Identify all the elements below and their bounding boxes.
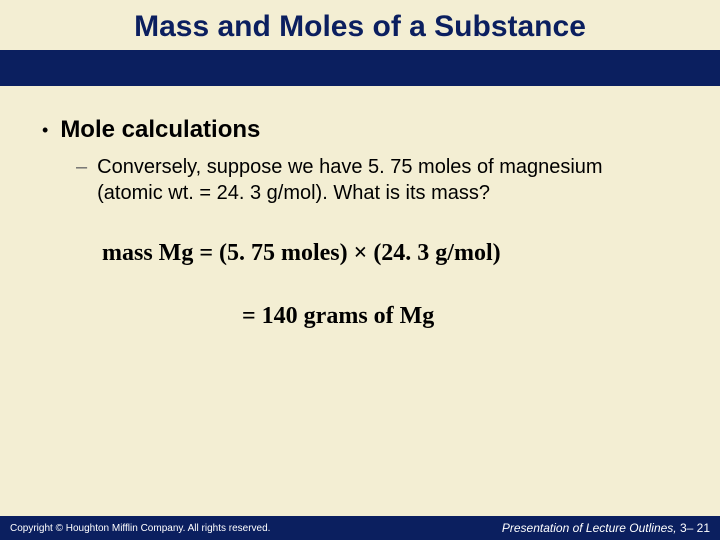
copyright-text: Copyright © Houghton Mifflin Company. Al…	[10, 523, 270, 534]
title-bar: Mass and Moles of a Substance	[0, 0, 720, 86]
footer-right: Presentation of Lecture Outlines, 3– 21	[502, 521, 710, 535]
bullet-l1-text: Mole calculations	[60, 116, 260, 144]
bullet-dot-icon: •	[42, 116, 48, 144]
slide-title: Mass and Moles of a Substance	[134, 10, 586, 44]
equation-line-1: mass Mg = (5. 75 moles) × (24. 3 g/mol)	[102, 240, 690, 267]
bullet-level-2: – Conversely, suppose we have 5. 75 mole…	[76, 154, 670, 206]
footer-right-page: 3– 21	[680, 521, 710, 535]
bullet-level-1: • Mole calculations	[42, 116, 690, 144]
footer-bar: Copyright © Houghton Mifflin Company. Al…	[0, 516, 720, 540]
content-area: • Mole calculations – Conversely, suppos…	[0, 86, 720, 330]
equation-line-2: = 140 grams of Mg	[242, 303, 690, 330]
footer-right-italic: Presentation of Lecture Outlines,	[502, 521, 680, 535]
bullet-l2-text: Conversely, suppose we have 5. 75 moles …	[97, 154, 670, 206]
bullet-dash-icon: –	[76, 154, 87, 180]
